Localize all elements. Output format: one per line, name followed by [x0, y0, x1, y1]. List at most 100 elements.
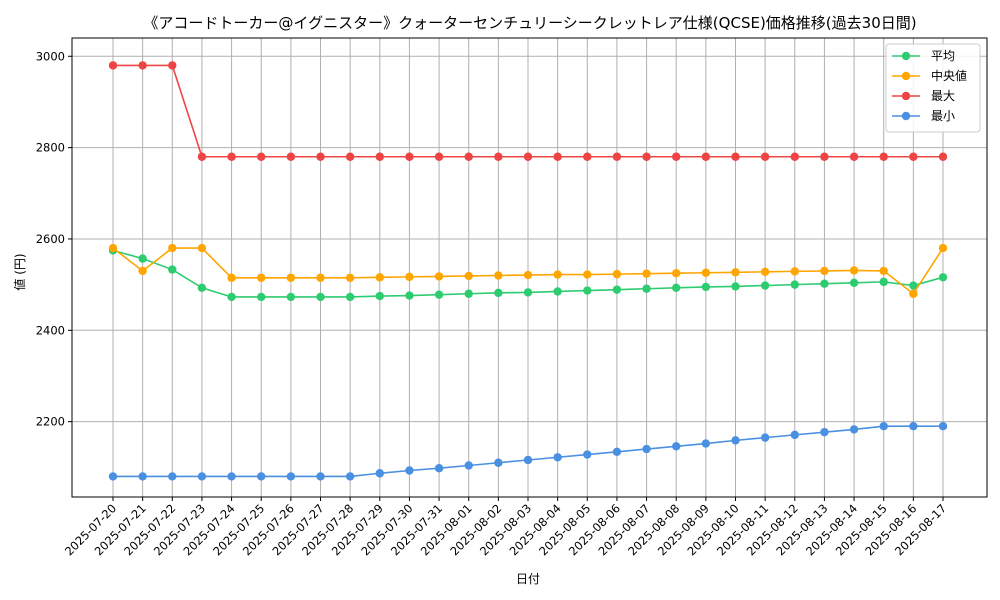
- data-point: [820, 279, 829, 288]
- data-point: [672, 269, 681, 278]
- data-point: [731, 152, 740, 161]
- data-point: [286, 292, 296, 302]
- legend-label: 中央値: [931, 68, 967, 83]
- data-point: [138, 254, 147, 263]
- data-point: [583, 286, 592, 295]
- series-3: [108, 422, 948, 481]
- data-point: [375, 273, 384, 282]
- data-point: [583, 270, 592, 279]
- data-point: [642, 284, 651, 293]
- data-point: [790, 267, 799, 276]
- data-point: [405, 291, 414, 300]
- data-point: [701, 152, 711, 161]
- data-point: [227, 152, 236, 161]
- data-point: [523, 152, 533, 161]
- data-point: [731, 436, 740, 445]
- data-point: [108, 472, 118, 481]
- legend-label: 最小: [931, 109, 955, 123]
- data-point: [227, 292, 236, 302]
- data-point: [701, 439, 711, 448]
- data-point: [553, 453, 562, 462]
- x-axis-ticks: 2025-07-202025-07-212025-07-222025-07-23…: [62, 497, 949, 558]
- y-axis-ticks: 2200 2400 2600 2800 3000: [36, 49, 72, 429]
- plot-frame: [71, 37, 988, 498]
- data-point: [672, 442, 681, 451]
- data-point: [168, 472, 177, 481]
- data-point: [523, 288, 533, 297]
- y-tick-label: 2200: [36, 415, 65, 429]
- data-point: [286, 273, 296, 282]
- data-point: [168, 61, 177, 70]
- y-axis-label: 値 (円): [12, 253, 27, 290]
- data-point: [286, 472, 296, 481]
- data-point: [257, 292, 266, 302]
- series-layer: [108, 61, 948, 481]
- data-point: [612, 152, 622, 161]
- y-tick-label: 2400: [36, 323, 65, 337]
- chart-title: 《アコードトーカー@イグニスター》クォーターセンチュリーシークレットレア仕様(Q…: [143, 14, 916, 32]
- data-point: [672, 283, 681, 293]
- data-point: [375, 152, 384, 161]
- data-point: [345, 273, 355, 282]
- legend-box: [885, 43, 981, 133]
- data-point: [612, 269, 622, 279]
- data-point: [909, 152, 918, 161]
- x-axis-label: 日付: [516, 572, 540, 586]
- series-0: [108, 246, 948, 302]
- data-point: [197, 472, 207, 481]
- data-point: [642, 444, 651, 454]
- data-point: [820, 427, 829, 437]
- data-point: [879, 266, 888, 276]
- data-point: [879, 422, 888, 431]
- data-point: [849, 425, 859, 434]
- data-point: [434, 464, 444, 473]
- grid: [72, 38, 987, 497]
- data-point: [849, 152, 859, 161]
- data-point: [434, 290, 444, 299]
- legend-marker: [901, 71, 911, 81]
- data-point: [286, 152, 296, 161]
- data-point: [938, 152, 948, 161]
- series-1: [108, 243, 948, 298]
- data-point: [108, 243, 118, 253]
- data-point: [760, 281, 770, 290]
- data-point: [197, 152, 207, 161]
- data-point: [257, 152, 266, 161]
- legend-label: 最大: [931, 89, 955, 103]
- y-tick-label: 2800: [36, 141, 65, 155]
- data-point: [612, 285, 622, 294]
- data-point: [909, 281, 918, 290]
- data-point: [553, 270, 562, 279]
- data-point: [849, 278, 859, 287]
- legend-marker: [901, 91, 911, 101]
- data-point: [553, 152, 562, 161]
- data-point: [879, 152, 888, 161]
- data-point: [494, 458, 503, 467]
- data-point: [464, 152, 473, 161]
- data-point: [553, 287, 562, 296]
- data-point: [790, 152, 799, 161]
- data-point: [760, 152, 770, 161]
- data-point: [405, 466, 414, 475]
- data-point: [938, 273, 948, 282]
- legend-label: 平均: [931, 49, 955, 63]
- data-point: [345, 152, 355, 161]
- y-tick-label: 2600: [36, 232, 65, 246]
- data-point: [820, 152, 829, 161]
- data-point: [138, 61, 147, 70]
- data-point: [345, 292, 355, 302]
- data-point: [168, 243, 177, 253]
- data-point: [464, 271, 473, 281]
- data-point: [108, 61, 118, 70]
- data-point: [642, 152, 651, 161]
- data-point: [375, 291, 384, 301]
- data-point: [938, 243, 948, 253]
- data-point: [168, 265, 177, 274]
- data-point: [494, 152, 503, 161]
- y-tick-label: 3000: [36, 49, 65, 63]
- data-point: [701, 268, 711, 277]
- data-point: [138, 266, 147, 276]
- data-point: [405, 152, 414, 161]
- data-point: [938, 422, 948, 431]
